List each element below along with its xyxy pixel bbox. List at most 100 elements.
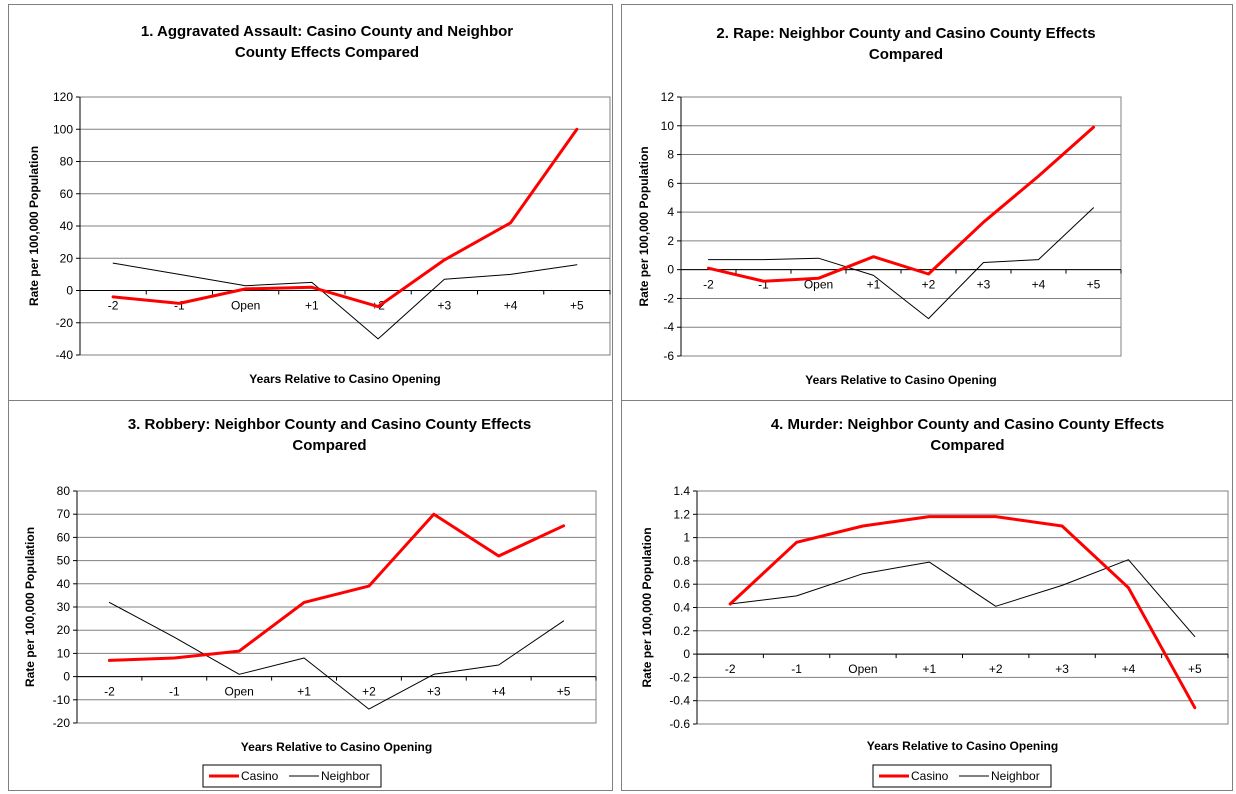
- x-tick-label: -2: [108, 299, 119, 313]
- chart-panel-4: 4. Murder: Neighbor County and Casino Co…: [621, 400, 1233, 791]
- x-tick-label: +1: [922, 662, 936, 676]
- x-tick-label: Open: [225, 685, 254, 699]
- x-tick-label: +1: [305, 299, 319, 313]
- y-tick-label: -20: [53, 716, 71, 730]
- panel-border: [621, 4, 1233, 401]
- chart-panel-1: 1. Aggravated Assault: Casino County and…: [8, 4, 613, 401]
- x-tick-label: +5: [570, 299, 584, 313]
- y-tick-label: 20: [60, 251, 74, 265]
- x-tick-label: Open: [804, 278, 833, 292]
- y-axis-title: Rate per 100,000 Population: [637, 146, 651, 306]
- y-tick-label: 10: [661, 119, 675, 133]
- y-tick-label: 0.8: [673, 554, 690, 568]
- y-tick-label: 1: [683, 531, 690, 545]
- y-tick-label: -6: [663, 349, 674, 363]
- y-tick-label: 120: [53, 90, 73, 104]
- chart-panel-2: 2. Rape: Neighbor County and Casino Coun…: [621, 4, 1233, 401]
- chart-title: 3. Robbery: Neighbor County and Casino C…: [128, 416, 531, 433]
- y-tick-label: 10: [57, 646, 71, 660]
- x-tick-label: +1: [297, 685, 311, 699]
- x-tick-label: -1: [174, 299, 185, 313]
- chart-title: 1. Aggravated Assault: Casino County and…: [141, 23, 513, 40]
- y-tick-label: 0: [63, 670, 70, 684]
- chart-title: 4. Murder: Neighbor County and Casino Co…: [771, 416, 1164, 433]
- neighbor-series-line: [108, 601, 565, 710]
- x-tick-label: +4: [1122, 662, 1136, 676]
- x-tick-label: +1: [867, 278, 881, 292]
- y-axis-title: Rate per 100,000 Population: [640, 527, 654, 687]
- legend-label-casino: Casino: [911, 769, 949, 783]
- x-axis-title: Years Relative to Casino Opening: [241, 740, 432, 754]
- x-tick-label: -1: [169, 685, 180, 699]
- x-tick-label: +2: [362, 685, 376, 699]
- legend: Casino Neighbor: [202, 764, 382, 788]
- panel-border: [8, 4, 613, 401]
- x-axis-title: Years Relative to Casino Opening: [249, 372, 440, 386]
- y-tick-label: 60: [57, 530, 71, 544]
- chart-title: County Effects Compared: [235, 44, 419, 61]
- chart-title: Compared: [869, 46, 943, 63]
- y-tick-label: 0: [683, 647, 690, 661]
- x-tick-label: -1: [791, 662, 802, 676]
- y-tick-label: 0: [66, 284, 73, 298]
- y-tick-label: 40: [60, 219, 74, 233]
- y-tick-label: 6: [667, 176, 674, 190]
- y-tick-label: 80: [60, 155, 74, 169]
- x-tick-label: +4: [492, 685, 506, 699]
- x-tick-label: +3: [427, 685, 441, 699]
- x-tick-label: -2: [104, 685, 115, 699]
- casino-series-line: [728, 515, 1197, 710]
- y-tick-label: -20: [56, 316, 74, 330]
- casino-series-line: [707, 125, 1095, 283]
- x-tick-label: +3: [977, 278, 991, 292]
- y-tick-label: -4: [663, 320, 674, 334]
- y-tick-label: 0.2: [673, 624, 690, 638]
- y-tick-label: 20: [57, 623, 71, 637]
- x-tick-label: +3: [1055, 662, 1069, 676]
- y-tick-label: 4: [667, 205, 674, 219]
- panel-border: [8, 400, 613, 791]
- plot-area: [680, 96, 1122, 357]
- y-tick-label: 40: [57, 577, 71, 591]
- legend-label-casino: Casino: [241, 769, 279, 783]
- y-tick-label: 1.2: [673, 507, 690, 521]
- casino-series-line: [111, 127, 579, 309]
- x-tick-label: -2: [725, 662, 736, 676]
- x-tick-label: +2: [922, 278, 936, 292]
- casino-series-line: [107, 512, 566, 662]
- y-tick-label: 50: [57, 554, 71, 568]
- chart-panel-3: 3. Robbery: Neighbor County and Casino C…: [8, 400, 613, 791]
- neighbor-series-line: [708, 207, 1094, 320]
- y-tick-label: 100: [53, 122, 73, 136]
- chart-title: Compared: [930, 437, 1004, 454]
- chart-title: Compared: [292, 437, 366, 454]
- y-tick-label: -40: [56, 348, 74, 362]
- legend-label-neighbor: Neighbor: [321, 769, 370, 783]
- y-tick-label: -0.2: [669, 670, 690, 684]
- x-tick-label: Open: [231, 299, 260, 313]
- y-tick-label: 0: [667, 263, 674, 277]
- y-tick-label: 0.4: [673, 601, 690, 615]
- y-tick-label: -10: [53, 693, 71, 707]
- neighbor-series-line: [729, 559, 1196, 638]
- y-axis-title: Rate per 100,000 Population: [23, 527, 37, 687]
- chart-title: 2. Rape: Neighbor County and Casino Coun…: [716, 25, 1095, 42]
- neighbor-series-line: [112, 262, 578, 340]
- y-tick-label: -0.4: [669, 694, 690, 708]
- y-tick-label: -2: [663, 291, 674, 305]
- y-tick-label: 1.4: [673, 484, 690, 498]
- y-tick-label: 0.6: [673, 577, 690, 591]
- y-tick-label: 2: [667, 234, 674, 248]
- x-tick-label: +5: [557, 685, 571, 699]
- x-tick-label: +4: [1032, 278, 1046, 292]
- x-tick-label: Open: [848, 662, 877, 676]
- y-tick-label: -0.6: [669, 717, 690, 731]
- y-tick-label: 60: [60, 187, 74, 201]
- legend: Casino Neighbor: [872, 764, 1052, 788]
- x-axis-title: Years Relative to Casino Opening: [805, 373, 996, 387]
- x-tick-label: +5: [1087, 278, 1101, 292]
- x-tick-label: +2: [989, 662, 1003, 676]
- y-tick-label: 12: [661, 90, 675, 104]
- y-axis-title: Rate per 100,000 Population: [27, 146, 41, 306]
